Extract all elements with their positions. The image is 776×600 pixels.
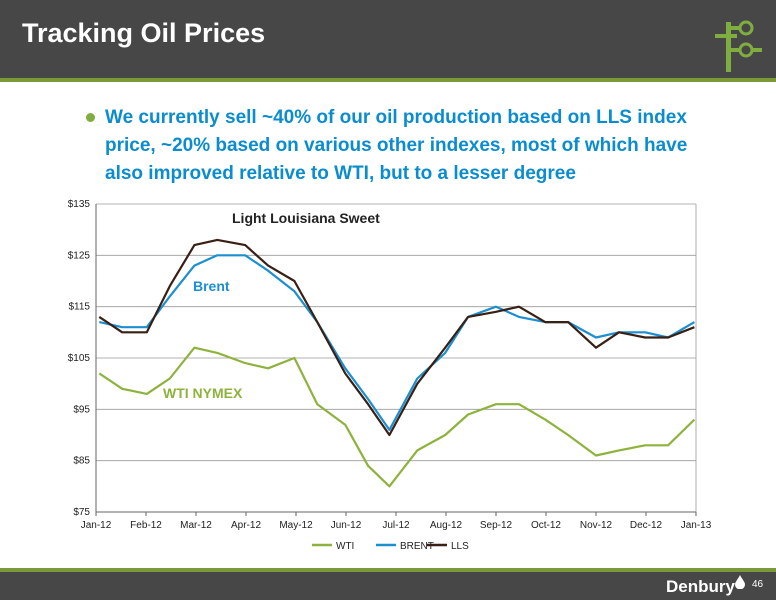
brand-name: Denbury [666,577,735,596]
footer-bar [0,572,776,600]
x-tick-label: Dec-12 [630,520,663,531]
y-tick-label: $85 [73,456,90,467]
x-tick-label: Feb-12 [130,520,162,531]
series-line-lls [98,238,695,437]
annotation-lls: Light Louisiana Sweet [232,210,380,226]
x-tick-label: Sep-12 [480,520,513,531]
header-bar [0,0,776,78]
x-tick-label: Jun-12 [331,520,362,531]
annotation-brent: Brent [193,278,230,294]
x-tick-label: Jan-13 [681,520,712,531]
chart-axes: $75 $85 $95 $105 $115 $125 $135 Jan-12 Feb-12 Mar… [68,199,712,531]
legend-label-lls: LLS [451,541,469,552]
page-number: 46 [752,579,764,590]
footer-stripe [0,568,776,572]
y-tick-label: $95 [73,404,90,415]
series-line-brent [99,254,695,431]
bullet-dot-icon [86,113,95,122]
y-tick-label: $125 [68,250,91,261]
x-tick-label: Mar-12 [180,520,212,531]
x-tick-label: Jan-12 [81,520,112,531]
x-tick-label: May-12 [279,520,313,531]
y-tick-label: $115 [68,302,90,313]
denbury-drop-icon [735,575,745,589]
x-tick-label: Oct-12 [531,520,561,531]
bullet-text: We currently sell ~40% of our oil produc… [105,107,688,184]
annotation-wti: WTI NYMEX [163,385,243,401]
chart-legend: WTI BRENT LLS [312,541,469,552]
series-line-wti [98,346,696,488]
pump-jack-icon [715,20,762,72]
legend-label-wti: WTI [336,541,354,552]
x-tick-label: Nov-12 [580,520,613,531]
slide-title: Tracking Oil Prices [22,18,266,48]
header-stripe [0,78,776,82]
chart-annotations: Light Louisiana Sweet Brent WTI NYMEX [163,210,380,401]
x-tick-label: Jul-12 [382,520,410,531]
x-tick-label: Apr-12 [231,520,261,531]
legend-label-brent: BRENT [400,541,434,552]
y-tick-label: $75 [73,507,90,518]
x-tick-label: Aug-12 [430,520,463,531]
y-tick-label: $105 [68,353,91,364]
chart-series [98,238,696,488]
y-tick-label: $135 [68,199,91,210]
oil-price-chart: $75 $85 $95 $105 $115 $125 $135 Jan-12 Feb-12 Mar… [68,199,712,552]
